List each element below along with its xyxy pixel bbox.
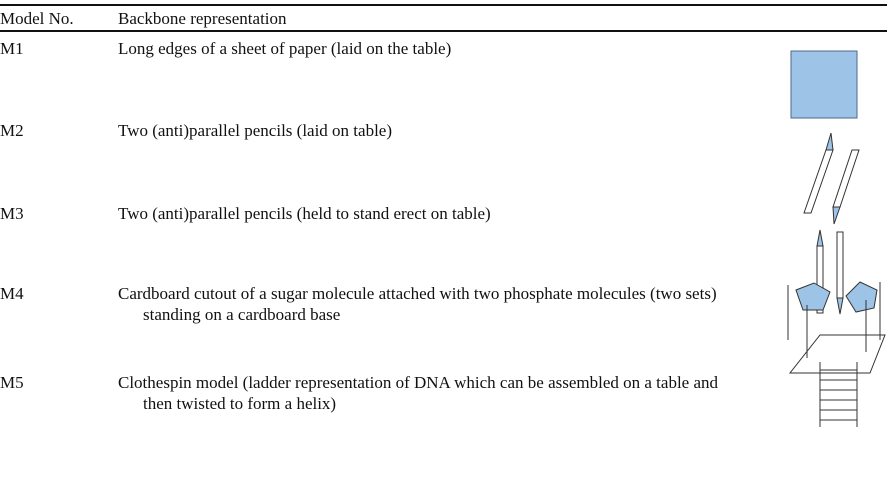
model-cell: M1	[0, 39, 24, 58]
paper-icon	[790, 50, 858, 119]
description-cell: Cardboard cutout of a sugar molecule att…	[118, 284, 717, 324]
top-rule	[0, 4, 887, 6]
model-cell: M5	[0, 373, 24, 392]
model-cell: M3	[0, 204, 24, 223]
description-cell: Two (anti)parallel pencils (laid on tabl…	[118, 121, 393, 140]
ladder-icon	[819, 362, 858, 427]
pencils-erect-icon	[816, 229, 844, 315]
header-rule	[0, 30, 887, 32]
model-cell: M2	[0, 121, 24, 140]
description-cell: Two (anti)parallel pencils (held to stan…	[118, 204, 491, 223]
model-cell: M4	[0, 284, 24, 303]
header-cell: Model No.	[0, 9, 74, 28]
description-cell: Clothespin model (ladder representation …	[118, 373, 719, 413]
description-cell: Long edges of a sheet of paper (laid on …	[118, 39, 452, 58]
pencils-laid-icon	[803, 132, 860, 225]
header-cell: Backbone representation	[118, 9, 287, 28]
sugar-cutout-icon	[787, 281, 886, 374]
